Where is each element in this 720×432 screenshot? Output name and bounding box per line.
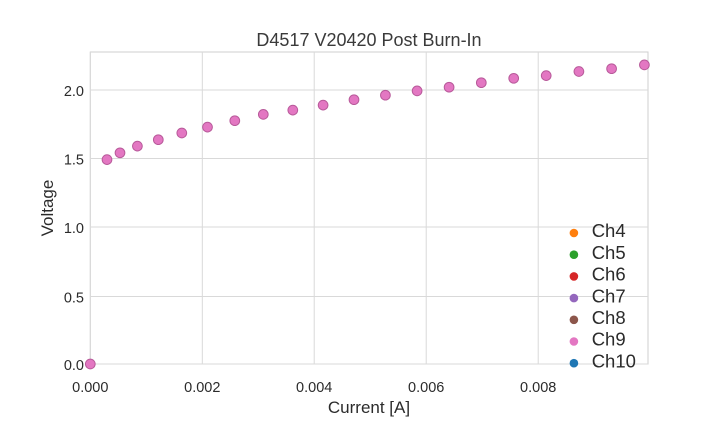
svg-text:Ch6: Ch6 bbox=[592, 264, 626, 285]
svg-text:0.002: 0.002 bbox=[184, 380, 220, 396]
svg-text:1.0: 1.0 bbox=[64, 221, 84, 237]
svg-text:0.000: 0.000 bbox=[72, 380, 108, 396]
svg-text:Current [A]: Current [A] bbox=[328, 398, 410, 417]
svg-text:0.004: 0.004 bbox=[296, 380, 332, 396]
svg-text:2.0: 2.0 bbox=[64, 84, 84, 100]
svg-text:Ch8: Ch8 bbox=[592, 307, 626, 328]
svg-text:Ch9: Ch9 bbox=[592, 329, 626, 350]
svg-text:0.008: 0.008 bbox=[520, 380, 556, 396]
svg-text:Ch10: Ch10 bbox=[592, 350, 636, 371]
svg-text:Voltage: Voltage bbox=[38, 180, 57, 237]
svg-text:Ch7: Ch7 bbox=[592, 285, 626, 306]
svg-text:0.0: 0.0 bbox=[64, 358, 84, 374]
svg-text:Ch4: Ch4 bbox=[592, 220, 626, 241]
svg-text:D4517 V20420 Post Burn-In: D4517 V20420 Post Burn-In bbox=[256, 30, 481, 50]
svg-text:Ch5: Ch5 bbox=[592, 242, 626, 263]
svg-text:1.5: 1.5 bbox=[64, 153, 84, 169]
svg-text:0.5: 0.5 bbox=[64, 291, 84, 307]
svg-text:0.006: 0.006 bbox=[408, 380, 444, 396]
